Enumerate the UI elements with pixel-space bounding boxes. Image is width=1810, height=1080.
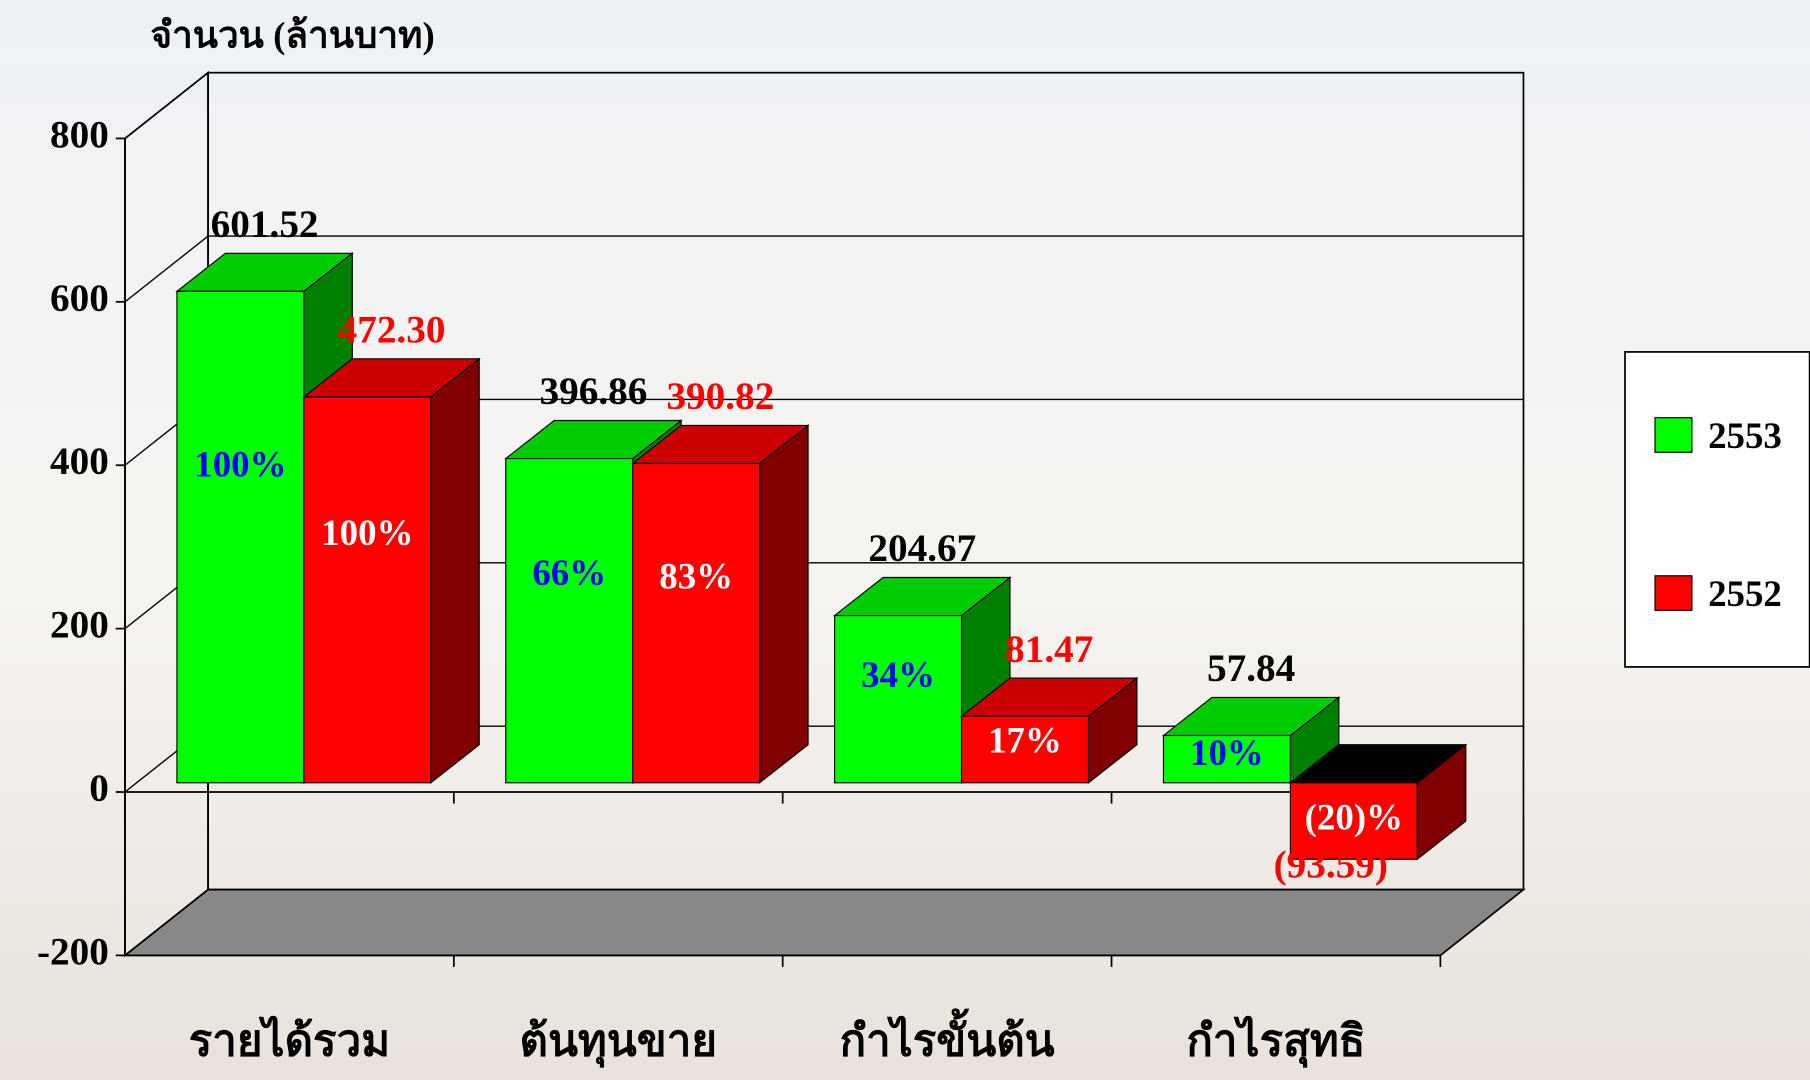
y-tick-label: -200 (37, 930, 109, 973)
bar (960, 715, 1090, 784)
percent-label: 10% (1190, 732, 1264, 773)
y-tick-label: 600 (50, 277, 109, 320)
bar (1289, 782, 1418, 860)
data-label: 601.52 (211, 203, 319, 246)
bar-side (759, 424, 809, 784)
bar (632, 462, 761, 784)
percent-label: 34% (861, 654, 935, 695)
bar (1162, 734, 1291, 784)
y-tick-label: 200 (50, 604, 109, 647)
data-label: 204.67 (868, 527, 976, 570)
data-label: 81.47 (1005, 628, 1093, 671)
bar (176, 290, 305, 784)
bar (303, 396, 432, 784)
grid-line (124, 71, 1524, 140)
floor (122, 888, 1526, 957)
percent-label: 100% (321, 512, 413, 553)
x-tick-label: ต้นทุนขาย (520, 1017, 718, 1068)
data-label: 396.86 (540, 370, 648, 413)
data-label: (93.59) (1274, 843, 1388, 886)
data-label: 57.84 (1207, 647, 1295, 690)
bar (834, 614, 963, 784)
legend-label: 2552 (1708, 573, 1782, 614)
legend-box (1624, 351, 1810, 668)
percent-label: 100% (194, 443, 286, 484)
percent-label: 66% (532, 552, 606, 593)
y-tick-label: 800 (50, 113, 109, 156)
data-label: 472.30 (338, 308, 446, 351)
legend-swatch (1654, 417, 1693, 453)
x-tick-label: รายได้รวม (189, 1014, 390, 1065)
x-tick-label: กำไรขั้นต้น (840, 1007, 1055, 1065)
y-tick-label: 0 (89, 767, 109, 810)
grid-line (124, 235, 1524, 303)
bar (505, 457, 634, 784)
percent-label: (20)% (1305, 796, 1403, 838)
legend-label: 2553 (1708, 415, 1782, 456)
x-tick-label: กำไรสุทธิ (1186, 1014, 1365, 1068)
data-label: 390.82 (666, 375, 774, 418)
legend-swatch (1654, 575, 1693, 611)
percent-label: 17% (988, 720, 1062, 761)
grid-line (124, 888, 1524, 956)
y-tick-label: 400 (50, 440, 109, 483)
percent-label: 83% (659, 555, 733, 596)
y-axis-title: จำนวน (ล้านบาท) (150, 15, 434, 57)
bar-side (430, 357, 480, 784)
